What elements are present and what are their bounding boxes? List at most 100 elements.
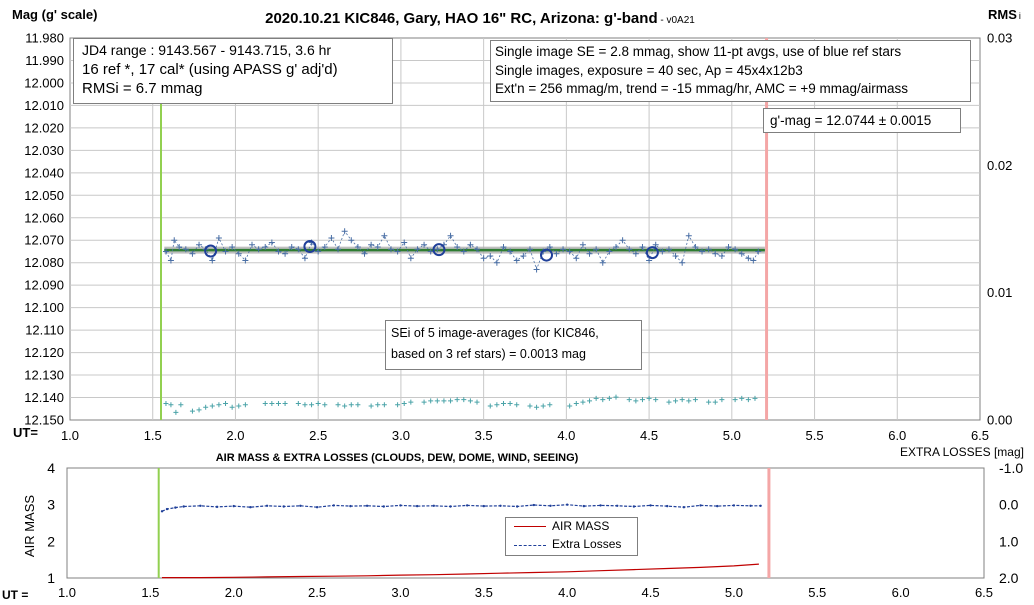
top-data-point xyxy=(665,246,672,253)
top-data-point xyxy=(487,252,494,259)
top-rms-point xyxy=(587,398,593,404)
top-y-tick-label: 12.080 xyxy=(24,255,64,270)
top-rms-point xyxy=(474,399,480,405)
top-rms-point xyxy=(196,407,202,413)
top-data-point xyxy=(387,246,394,253)
top-rms-point xyxy=(189,408,195,414)
bottom-x-tick-label: 5.5 xyxy=(808,585,826,600)
top-rms-point xyxy=(514,402,520,408)
extra-losses-point xyxy=(199,504,202,507)
top-rms-point xyxy=(494,402,500,408)
top-rms-point xyxy=(302,402,308,408)
info-line: JD4 range : 9143.567 - 9143.715, 3.6 hr xyxy=(82,42,332,58)
top-y-tick-label: 12.000 xyxy=(24,75,64,90)
bottom-x-tick-label: 3.5 xyxy=(475,585,493,600)
top-y2-tick-label: 0.03 xyxy=(987,31,1012,46)
top-rms-point xyxy=(547,402,553,408)
top-data-point xyxy=(335,246,342,253)
top-rms-point xyxy=(282,400,288,406)
top-data-point xyxy=(255,246,262,253)
top-data-point xyxy=(189,250,196,257)
top-rms-point xyxy=(428,398,434,404)
extra-losses-point xyxy=(215,505,219,509)
top-data-point xyxy=(394,248,401,255)
top-x-tick-label: 2.0 xyxy=(226,428,244,443)
top-rms-point xyxy=(229,404,235,410)
top-data-point xyxy=(434,246,441,253)
top-data-point xyxy=(500,243,507,250)
bottom-legend: AIR MASS Extra Losses xyxy=(505,517,638,556)
top-x-tick-label: 6.5 xyxy=(971,428,989,443)
extra-losses-point xyxy=(265,504,269,507)
top-data-point xyxy=(401,239,408,246)
settings-line: Ext'n = 256 mmag/m, trend = -15 mmag/hr,… xyxy=(495,81,908,96)
bottom-y2-tick-label: 2.0 xyxy=(999,570,1019,586)
top-x-tick-label: 2.5 xyxy=(309,428,327,443)
top-data-point xyxy=(315,248,322,255)
top-data-point xyxy=(732,246,739,253)
top-data-point xyxy=(619,237,626,244)
mag-result-box: g'-mag = 12.0744 ± 0.0015 xyxy=(763,108,961,133)
top-data-point xyxy=(348,237,355,244)
top-x-tick-label: 4.5 xyxy=(640,428,658,443)
top-rms-point xyxy=(335,402,341,408)
top-rms-point xyxy=(692,397,698,403)
top-data-point xyxy=(321,243,328,250)
top-data-point xyxy=(685,232,692,239)
top-y-tick-label: 11.990 xyxy=(25,53,64,68)
top-data-point xyxy=(196,241,203,248)
extra-losses-point xyxy=(666,504,669,508)
extra-losses-point xyxy=(599,504,602,507)
top-data-point xyxy=(474,246,481,253)
legend-label-air-mass: AIR MASS xyxy=(552,519,610,533)
top-data-point xyxy=(414,246,421,253)
top-data-point xyxy=(546,243,553,250)
top-x-tick-label: 3.0 xyxy=(392,428,410,443)
top-data-point xyxy=(599,259,606,266)
bottom-x-tick-label: 3.0 xyxy=(391,585,409,600)
top-average-point xyxy=(204,244,218,258)
extra-losses-point xyxy=(165,507,169,511)
top-y-tick-label: 12.060 xyxy=(24,210,64,225)
top-data-point xyxy=(586,250,593,257)
top-rms-point xyxy=(752,395,758,401)
top-rms-point xyxy=(487,403,493,409)
top-data-point xyxy=(162,248,169,255)
bottom-x-tick-label: 6.0 xyxy=(892,585,910,600)
top-data-point xyxy=(705,246,712,253)
top-data-point xyxy=(679,259,686,266)
top-rms-point xyxy=(322,402,328,408)
top-data-point xyxy=(579,241,586,248)
top-data-point xyxy=(750,257,757,264)
top-average-point xyxy=(432,243,446,257)
top-rms-point xyxy=(653,397,659,403)
top-data-point xyxy=(533,266,540,273)
extra-losses-point xyxy=(315,506,319,509)
top-data-point xyxy=(652,241,659,248)
top-data-point xyxy=(209,257,216,264)
top-rms-point xyxy=(223,400,229,406)
top-rms-point xyxy=(527,403,533,409)
bottom-x-tick-label: 2.5 xyxy=(308,585,326,600)
top-data-point xyxy=(467,241,474,248)
top-data-point xyxy=(235,250,242,257)
top-y-tick-label: 12.150 xyxy=(24,413,64,428)
top-data-point xyxy=(262,243,269,250)
extra-losses-point xyxy=(174,506,177,509)
top-data-point xyxy=(692,243,699,250)
info-line: 16 ref *, 17 cal* (using APASS g' adj'd) xyxy=(82,61,338,78)
extra-losses-point xyxy=(649,504,652,507)
top-data-point xyxy=(520,252,527,259)
bottom-x-tick-label: 1.5 xyxy=(141,585,159,600)
top-y-tick-label: 12.020 xyxy=(24,120,64,135)
bottom-x-axis-label: UT = xyxy=(2,588,28,602)
top-rms-point xyxy=(421,399,427,405)
bottom-y2-axis-label: EXTRA LOSSES [mag] xyxy=(900,445,1024,459)
top-y-tick-label: 12.040 xyxy=(24,165,64,180)
legend-label-extra-losses: Extra Losses xyxy=(552,537,622,551)
bottom-y-tick-label: 3 xyxy=(47,497,55,513)
top-rms-point xyxy=(540,403,546,409)
top-y-tick-label: 12.030 xyxy=(24,143,64,158)
extra-losses-point xyxy=(682,506,686,509)
top-x-tick-label: 1.0 xyxy=(61,428,79,443)
